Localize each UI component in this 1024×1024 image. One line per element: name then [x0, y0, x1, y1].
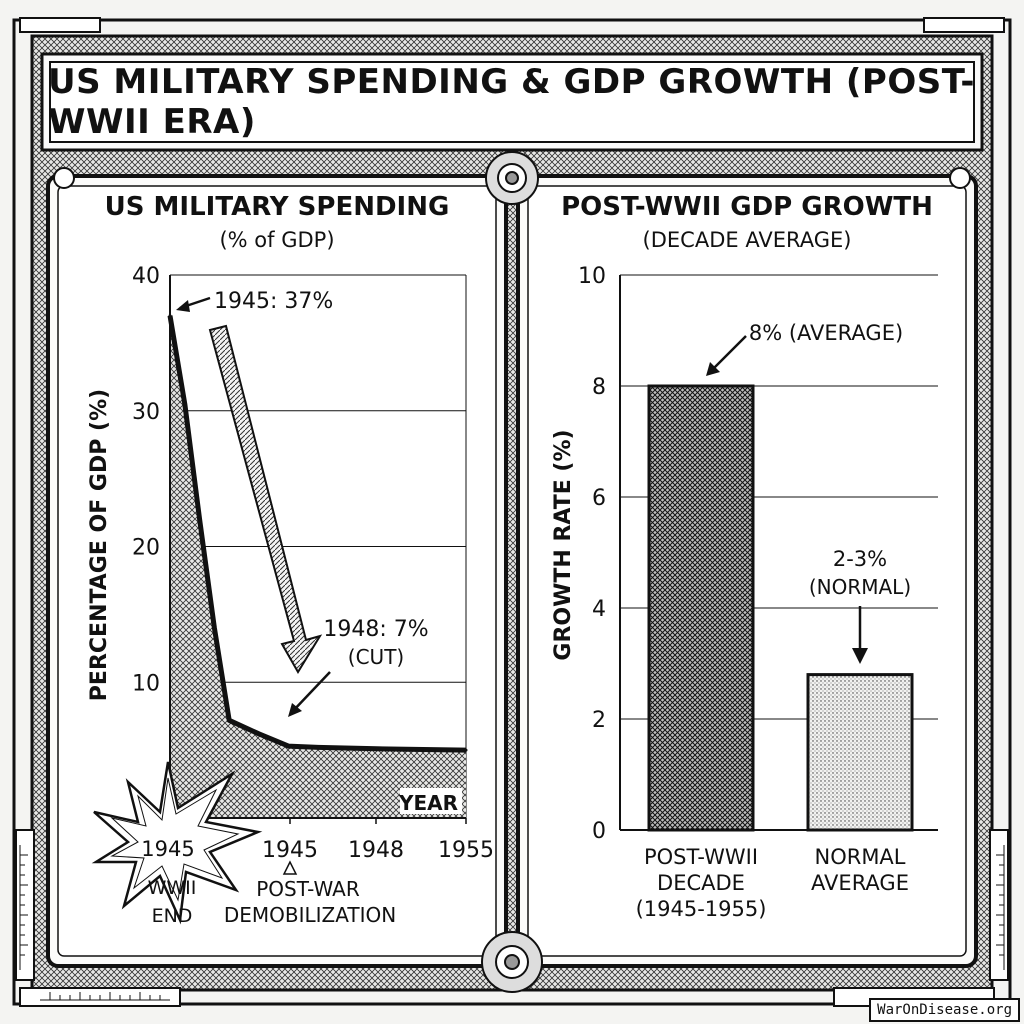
annotation-normal-value: 2-3%	[833, 547, 887, 571]
watermark: WarOnDisease.org	[869, 998, 1020, 1022]
right-y-tick-label: 8	[592, 375, 606, 400]
spending-point	[257, 732, 261, 736]
spending-point	[316, 745, 320, 749]
demob-label-2: DEMOBILIZATION	[224, 903, 396, 927]
right-x-category-label: DECADE	[657, 871, 745, 895]
spending-area	[170, 315, 466, 818]
spending-point	[375, 747, 379, 751]
annotation-avg: 8% (AVERAGE)	[749, 321, 903, 345]
burst-year: 1945	[141, 837, 194, 861]
spending-point	[183, 402, 187, 406]
burst-label-wwii: WWII	[148, 877, 197, 899]
annotation-normal-label: (NORMAL)	[809, 575, 911, 599]
left-y-tick-label: 10	[132, 671, 160, 696]
left-x-tick-label: 1948	[348, 838, 404, 863]
spending-point	[286, 744, 290, 748]
decline-arrow	[208, 324, 323, 674]
left-panel-title: US MILITARY SPENDING	[104, 192, 450, 222]
page-title: US MILITARY SPENDING & GDP GROWTH (POST-…	[48, 62, 976, 142]
right-panel-subtitle: (DECADE AVERAGE)	[642, 228, 852, 252]
left-x-axis-label: YEAR	[398, 791, 458, 815]
right-panel-title: POST-WWII GDP GROWTH	[561, 192, 933, 222]
left-y-axis-label: PERCENTAGE OF GDP (%)	[87, 389, 112, 701]
burst-label-end: END	[152, 905, 193, 927]
bar-post-wwii-decade	[647, 384, 755, 832]
right-x-category-label: AVERAGE	[811, 871, 909, 895]
annotation-peak: 1945: 37%	[214, 289, 333, 314]
annotation-cut-value: 1948: 7%	[323, 617, 428, 642]
right-y-tick-label: 10	[578, 264, 606, 289]
left-x-tick-label: 1955	[438, 838, 494, 863]
spending-point	[464, 748, 468, 752]
left-panel-subtitle: (% of GDP)	[219, 228, 335, 252]
bar-normal-average	[806, 673, 914, 832]
right-y-axis-label: GROWTH RATE (%)	[551, 429, 576, 660]
left-y-tick-label: 20	[132, 536, 160, 561]
spending-point	[212, 626, 216, 630]
spending-line	[167, 315, 467, 753]
demob-label-1: POST-WAR	[256, 877, 360, 901]
right-x-category-label: NORMAL	[814, 845, 905, 869]
left-y-tick-label: 30	[132, 400, 160, 425]
wwii-end-burst	[91, 761, 263, 925]
spending-point	[227, 718, 231, 722]
right-y-tick-label: 6	[592, 486, 606, 511]
right-x-category-label: (1945-1955)	[636, 897, 767, 921]
left-x-tick-label: 1945	[262, 838, 318, 863]
annotation-cut-label: (CUT)	[348, 645, 404, 669]
left-y-tick-label: 40	[132, 264, 160, 289]
right-x-category-label: POST-WWII	[644, 845, 758, 869]
right-y-tick-label: 2	[592, 708, 606, 733]
right-y-tick-label: 0	[592, 819, 606, 844]
right-y-tick-label: 4	[592, 597, 606, 622]
spending-point	[198, 517, 202, 521]
